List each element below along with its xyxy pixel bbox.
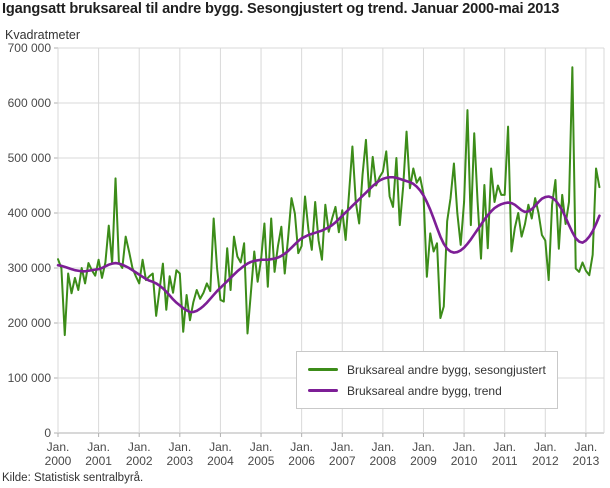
y-tick-label: 700 000	[8, 41, 52, 55]
x-tick-label-year: 2006	[288, 454, 315, 468]
x-tick-label-year: 2002	[126, 454, 153, 468]
x-tick-label-year: 2001	[85, 454, 112, 468]
x-tick-label-year: 2009	[410, 454, 437, 468]
y-tick-label: 600 000	[8, 96, 52, 110]
trend-line	[56, 175, 601, 314]
x-tick-label-month: Jan.	[534, 440, 557, 454]
seasonal-line-swatch-icon	[308, 368, 338, 371]
x-tick-label-year: 2004	[207, 454, 234, 468]
legend-label-sesongjustert: Bruksareal andre bygg, sesongjustert	[347, 362, 546, 377]
x-tick-label-year: 2008	[370, 454, 397, 468]
x-tick-label-month: Jan.	[168, 440, 191, 454]
source-text: Kilde: Statistisk sentralbyrå.	[2, 472, 144, 484]
x-tick-label-year: 2005	[248, 454, 275, 468]
x-tick-label-month: Jan.	[250, 440, 273, 454]
x-tick-label-month: Jan.	[372, 440, 395, 454]
legend-item-sesongjustert: Bruksareal andre bygg, sesongjustert	[308, 359, 546, 380]
legend-item-trend: Bruksareal andre bygg, trend	[308, 380, 546, 401]
y-tick-label: 0	[44, 426, 51, 440]
axis-labels: 0 100 000 200 000 300 000 400 000 500 000 600 …	[8, 41, 600, 468]
chart-title: Igangsatt bruksareal til andre bygg. Ses…	[2, 1, 560, 17]
legend-label-trend: Bruksareal andre bygg, trend	[347, 383, 502, 398]
x-tick-label-year: 2000	[45, 454, 72, 468]
x-tick-label-month: Jan.	[290, 440, 313, 454]
x-tick-label-year: 2010	[451, 454, 478, 468]
x-tick-label-month: Jan.	[493, 440, 516, 454]
x-tick-label-month: Jan.	[412, 440, 435, 454]
x-tick-label-month: Jan.	[575, 440, 598, 454]
x-tick-label-year: 2012	[532, 454, 559, 468]
x-tick-label-year: 2007	[329, 454, 356, 468]
trend-line-swatch-icon	[308, 389, 338, 392]
y-tick-label: 500 000	[8, 151, 52, 165]
x-tick-label-month: Jan.	[128, 440, 151, 454]
x-tick-label-month: Jan.	[87, 440, 110, 454]
x-tick-label-year: 2011	[492, 454, 518, 468]
y-axis-unit-label: Kvadratmeter	[5, 28, 81, 42]
x-tick-label-month: Jan.	[453, 440, 476, 454]
y-tick-label: 100 000	[8, 371, 52, 385]
x-tick-label-year: 2003	[166, 454, 193, 468]
y-tick-label: 400 000	[8, 206, 52, 220]
y-tick-label: 300 000	[8, 261, 52, 275]
seasonal-adjusted-line	[57, 66, 601, 337]
x-tick-label-month: Jan.	[209, 440, 232, 454]
x-tick-label-month: Jan.	[331, 440, 354, 454]
axes	[54, 47, 605, 437]
x-tick-label-year: 2013	[573, 454, 600, 468]
y-tick-label: 200 000	[8, 316, 52, 330]
legend-box: Bruksareal andre bygg, sesongjustert Bru…	[296, 351, 558, 409]
x-tick-label-month: Jan.	[47, 440, 70, 454]
